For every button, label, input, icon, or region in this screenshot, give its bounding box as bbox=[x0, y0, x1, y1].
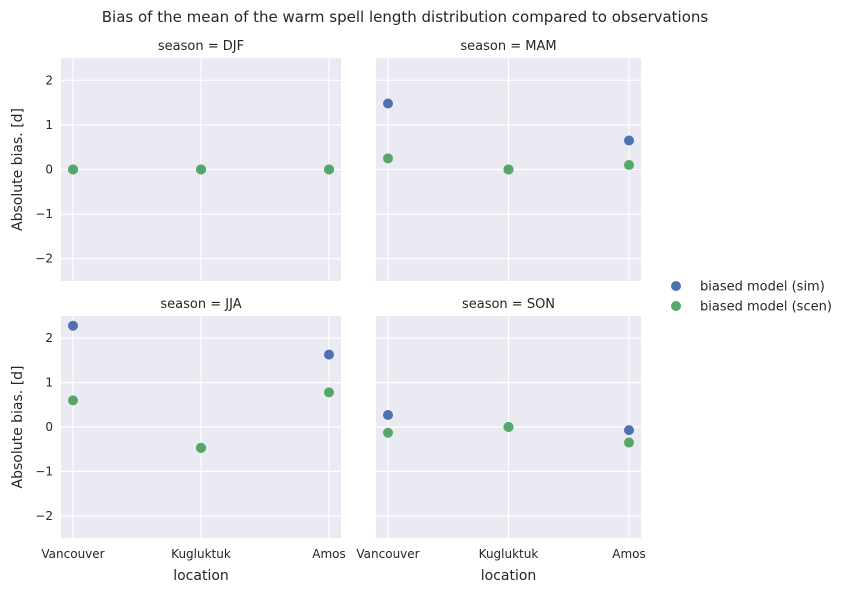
x-tick-label: Vancouver bbox=[41, 547, 104, 561]
panel-title: season = JJA bbox=[160, 297, 241, 312]
data-point bbox=[68, 320, 78, 331]
data-point bbox=[196, 164, 206, 175]
data-point bbox=[624, 135, 634, 146]
data-point bbox=[503, 422, 514, 432]
data-point bbox=[324, 164, 334, 175]
data-point bbox=[624, 437, 634, 448]
data-point bbox=[324, 387, 334, 398]
data-point bbox=[324, 349, 334, 360]
data-point bbox=[503, 164, 514, 175]
facet-panels: −2 −1 0 1 2 season = DJF Absolute bias. [d] sea… bbox=[10, 39, 646, 584]
data-point bbox=[624, 160, 634, 171]
data-point bbox=[383, 153, 393, 164]
data-point bbox=[383, 98, 393, 109]
y-axis-label: Absolute bias. [d] bbox=[10, 366, 26, 489]
data-point bbox=[196, 442, 206, 453]
y-tick-label: 0 bbox=[45, 420, 53, 434]
x-tick-label: Amos bbox=[612, 547, 646, 561]
data-point bbox=[624, 425, 634, 436]
data-point bbox=[383, 427, 393, 438]
y-tick-label: 2 bbox=[45, 331, 53, 345]
y-tick-label: 1 bbox=[45, 376, 53, 390]
y-axis-label: Absolute bias. [d] bbox=[10, 108, 26, 231]
panel-title: season = SON bbox=[462, 297, 555, 312]
x-tick-label: Vancouver bbox=[356, 547, 419, 561]
y-tick-label: −2 bbox=[35, 252, 53, 266]
y-tick-label: −2 bbox=[35, 509, 53, 523]
y-tick-label: −1 bbox=[35, 464, 53, 478]
legend-label: biased model (sim) bbox=[700, 280, 825, 295]
x-tick-label: Amos bbox=[312, 547, 346, 561]
legend-label: biased model (scen) bbox=[700, 300, 832, 315]
panel-3: −2 −1 0 1 2 Vancouver Kugluktuk Amos season = JJ… bbox=[10, 297, 346, 584]
y-tick-label: 0 bbox=[45, 163, 53, 177]
x-tick-label: Kugluktuk bbox=[171, 547, 231, 561]
y-tick-label: 1 bbox=[45, 118, 53, 132]
data-point bbox=[68, 395, 78, 406]
y-tick-label: 2 bbox=[45, 73, 53, 87]
panel-title: season = MAM bbox=[460, 39, 556, 54]
panel-1: −2 −1 0 1 2 season = DJF Absolute bias. [d] bbox=[10, 39, 341, 281]
legend: biased model (sim) biased model (scen) bbox=[671, 280, 832, 315]
x-axis-label: location bbox=[173, 568, 229, 584]
panel-4: Vancouver Kugluktuk Amos season = SON locati… bbox=[356, 297, 645, 584]
x-axis-label: location bbox=[481, 568, 537, 584]
data-point bbox=[383, 410, 393, 421]
x-tick-label: Kugluktuk bbox=[479, 547, 539, 561]
data-point bbox=[68, 164, 78, 175]
figure-title: Bias of the mean of the warm spell lengt… bbox=[102, 8, 709, 26]
panel-title: season = DJF bbox=[158, 39, 244, 54]
y-tick-label: −1 bbox=[35, 207, 53, 221]
panel-2: season = MAM bbox=[376, 39, 641, 281]
legend-marker bbox=[671, 281, 681, 291]
legend-marker bbox=[671, 301, 681, 311]
